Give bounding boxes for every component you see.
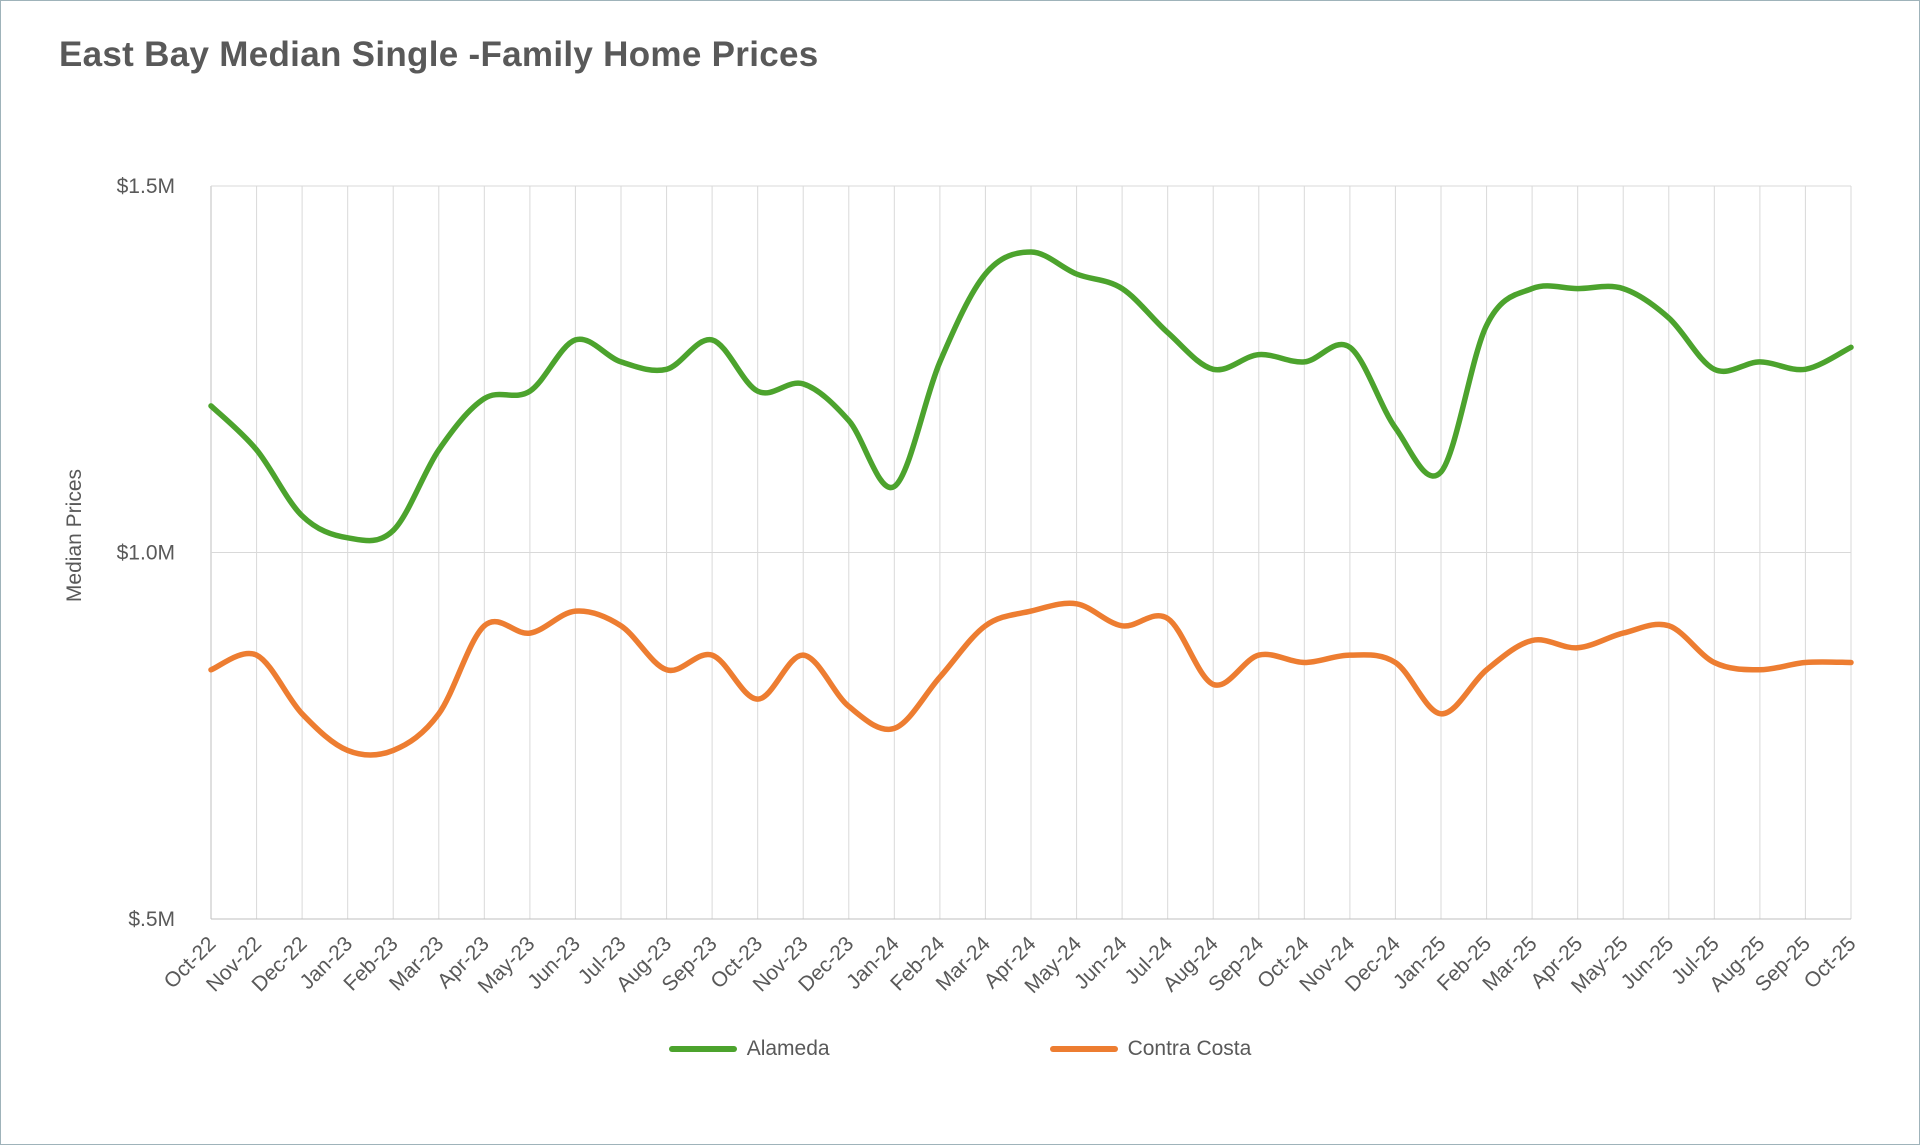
legend-label-contra-costa: Contra Costa xyxy=(1127,1037,1252,1060)
legend-item-alameda: Alameda xyxy=(668,1037,830,1061)
x-axis-tick-label: Jun-24 xyxy=(1070,932,1132,994)
series-line-contra-costa xyxy=(208,600,1854,758)
y-axis-tick-label: $.5M xyxy=(128,908,175,931)
y-axis-tick-label: $1.5M xyxy=(117,175,175,198)
x-axis-tick-label: Oct-25 xyxy=(1800,932,1861,993)
legend-item-contra-costa: Contra Costa xyxy=(1049,1037,1252,1061)
alameda-line-swatch xyxy=(668,1046,737,1052)
legend-label-alameda: Alameda xyxy=(746,1037,830,1060)
x-axis-tick-label: Jun-25 xyxy=(1617,932,1679,994)
y-axis-tick-label: $1.0M xyxy=(117,542,175,565)
series-line-alameda xyxy=(208,249,1854,544)
chart-title: East Bay Median Single -Family Home Pric… xyxy=(59,35,819,74)
x-axis-tick-label: Jun-23 xyxy=(523,932,585,994)
contra-costa-line-swatch xyxy=(1049,1046,1118,1052)
chart-legend: Alameda Contra Costa xyxy=(1,1037,1919,1061)
